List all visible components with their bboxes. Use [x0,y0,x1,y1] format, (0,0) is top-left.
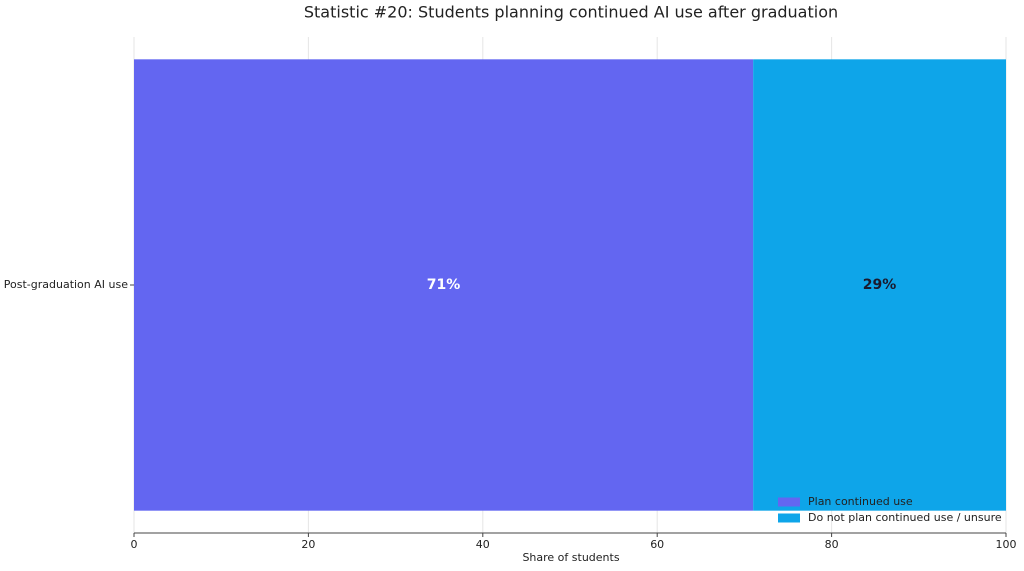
x-tick-label: 80 [825,538,839,551]
legend-label: Plan continued use [808,495,913,508]
bar-segment [134,59,754,511]
value-label: 29% [863,277,897,293]
x-axis-label: Share of students [522,551,619,564]
legend-swatch [778,497,800,507]
x-tick-label: 0 [131,538,138,551]
value-label: 71% [427,277,461,293]
y-tick-label: Post-graduation AI use [4,278,128,291]
bar-segment [753,59,1006,511]
x-tick-label: 100 [996,538,1017,551]
x-tick-label: 40 [476,538,490,551]
legend-swatch [778,513,800,523]
x-tick-label: 60 [650,538,664,551]
legend-label: Do not plan continued use / unsure [808,511,1002,524]
x-tick-label: 20 [301,538,315,551]
chart-title: Statistic #20: Students planning continu… [304,3,838,22]
